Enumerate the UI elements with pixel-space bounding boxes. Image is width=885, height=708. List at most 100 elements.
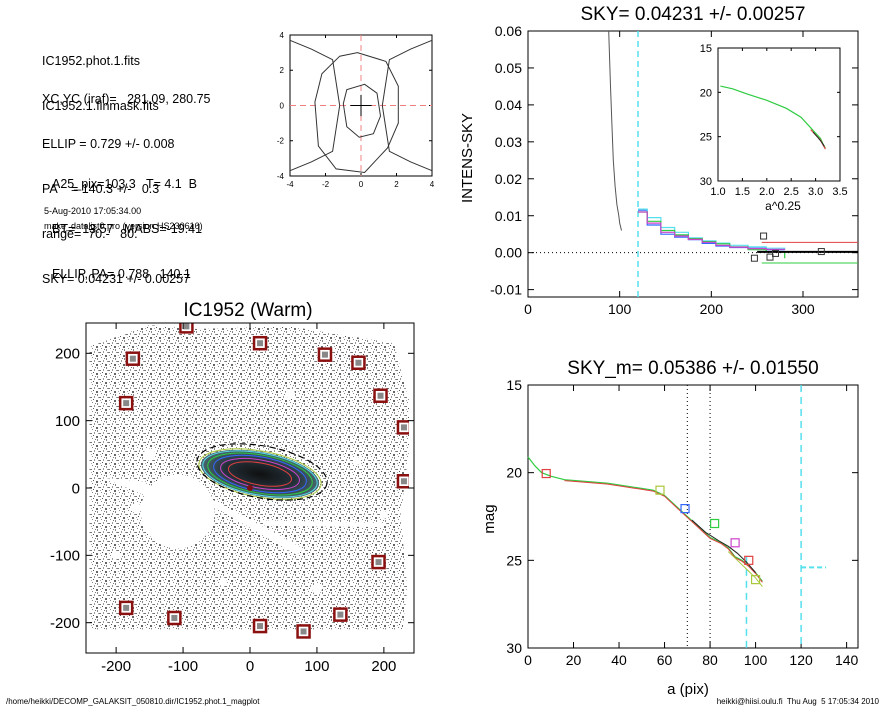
inset-x-tick-label: 1.0 xyxy=(710,186,725,198)
image-x-tick-label: 100 xyxy=(304,658,329,675)
sky-square-point xyxy=(817,248,825,256)
contour-y-tick-label: -4 xyxy=(277,172,285,181)
a25-pix: A25_pix=103.3 T= 4.1 B xyxy=(52,177,198,191)
inset-y-tick-label: 15 xyxy=(700,43,712,55)
galaxy-center xyxy=(247,485,253,491)
sky-square-point xyxy=(772,249,779,257)
timestamp: 5-Aug-2010 17:05:34.00 xyxy=(44,206,142,216)
marked-star-core xyxy=(257,623,264,630)
fit-parameters: XC,YC (iraf)= 281.09, 280.75 ELLIP = 0.7… xyxy=(42,62,211,302)
contour-x-tick-label: -4 xyxy=(286,180,294,189)
image-x-tick-label: -200 xyxy=(101,658,131,675)
mag-xlabel: a (pix) xyxy=(667,681,709,698)
marked-star-core xyxy=(171,614,178,621)
sky-y-tick-label: 0.00 xyxy=(495,245,522,261)
isophote-ellipse xyxy=(227,461,293,487)
marked-star-core xyxy=(355,359,362,366)
image-mask-spike xyxy=(102,477,163,501)
mag-x-tick-label: 120 xyxy=(789,652,813,668)
image-y-tick-label: -200 xyxy=(50,615,80,632)
mag-y-tick-label: 20 xyxy=(506,465,522,481)
mag-profile-green xyxy=(527,456,763,582)
marked-star-core xyxy=(400,424,407,431)
image-masked-star xyxy=(379,510,388,519)
footer-user: heikki@hiisi.oulu.fi Thu Aug 5 17:05:34 … xyxy=(716,697,879,706)
mag-y-tick-label: 30 xyxy=(506,640,522,656)
mag-x-tick-label: 80 xyxy=(702,652,718,668)
pa: PA = 140.3 +/- 0.3 xyxy=(42,182,160,196)
mag-x-tick-label: 60 xyxy=(657,652,673,668)
sky-square-point xyxy=(750,254,758,262)
isophote-ellipse xyxy=(220,457,300,491)
isophote-dashed-ellipse xyxy=(196,443,328,501)
marked-star-core xyxy=(321,351,328,358)
contour-y-tick-label: -2 xyxy=(277,137,285,146)
mag-y-tick-label: 25 xyxy=(506,552,522,568)
inset-x-tick-label: 1.5 xyxy=(735,186,750,198)
ellip: ELLIP = 0.729 +/- 0.008 xyxy=(42,137,175,151)
sky-frame xyxy=(527,30,859,298)
image-y-tick-label: 200 xyxy=(55,346,80,363)
image-masked-star xyxy=(353,457,362,466)
fits-file: IC1952.phot.1.fits xyxy=(42,54,140,68)
sky-ylabel: INTENS-SKY xyxy=(459,113,476,203)
sky-y-tick-label: 0.06 xyxy=(495,23,522,39)
inset-y-tick-label: 30 xyxy=(700,176,712,188)
inset-y-tick-label: 20 xyxy=(700,87,712,99)
program-version: make_datalist0.pro (version HS230610) xyxy=(44,221,203,231)
mag-profile-red xyxy=(564,480,763,583)
inset-x-tick-label: 2.0 xyxy=(759,186,774,198)
mag-square-point xyxy=(730,538,740,548)
mag-x-tick-label: 0 xyxy=(524,652,532,668)
sky-step-blue xyxy=(638,209,785,251)
inset-xlabel: a^0.25 xyxy=(765,199,801,213)
mag-x-tick-label: 100 xyxy=(744,652,768,668)
contour-y-tick-label: 0 xyxy=(280,101,285,110)
image-masked-star xyxy=(311,584,322,595)
sky-y-tick-label: -0.01 xyxy=(490,282,522,298)
marked-star-core xyxy=(375,559,382,566)
marked-star-core xyxy=(123,604,130,611)
footer-path: /home/heikki/DECOMP_GALAKSIT_050810.dir/… xyxy=(6,697,260,706)
isophote-ellipse xyxy=(207,452,313,496)
mag-profile-dark xyxy=(691,519,756,573)
contour-level-2 xyxy=(314,52,399,174)
mag-frame xyxy=(527,384,859,649)
sky-y-tick-label: 0.03 xyxy=(495,134,522,150)
sky-y-tick-label: 0.04 xyxy=(495,97,522,113)
sky-x-tick-label: 100 xyxy=(608,301,632,317)
inset-y-tick-label: 25 xyxy=(700,132,712,144)
contour-y-tick-label: 4 xyxy=(280,31,285,40)
sky-step-magenta xyxy=(638,211,786,250)
marked-star-core xyxy=(377,392,384,399)
image-masked-star xyxy=(140,474,215,549)
mag-square-point xyxy=(541,468,551,479)
mask-file: IC1952.1.finmask.fits xyxy=(42,99,159,113)
mag-square-point xyxy=(744,555,754,565)
inset-x-tick-label: 3.0 xyxy=(808,186,823,198)
sky: SKY= 0.04231 +/- 0.00257 xyxy=(42,272,191,286)
inset-profile-dark xyxy=(812,131,825,147)
isophote-ellipse xyxy=(198,448,322,500)
marked-star-core xyxy=(300,628,307,635)
contour-level-1 xyxy=(342,83,382,138)
contour-x-tick-label: 2 xyxy=(394,180,399,189)
inset-frame xyxy=(717,47,841,182)
mag-panel-title: SKY_m= 0.05386 +/- 0.01550 xyxy=(567,358,818,379)
image-mask-stripe xyxy=(89,629,409,638)
sky-square-point xyxy=(760,232,768,240)
sky-steep-profile xyxy=(608,30,622,231)
mag-square-point xyxy=(750,575,761,585)
mag-square-point xyxy=(680,504,690,514)
image-mask-spike xyxy=(209,498,304,556)
sky-panel-title: SKY= 0.04231 +/- 0.00257 xyxy=(580,4,805,25)
catalog-parameters: A25_pix=103.3 T= 4.1 B BT= 13.57 MABS=-1… xyxy=(52,147,202,297)
image-masked-star xyxy=(219,578,228,587)
sky-y-tick-label: 0.05 xyxy=(495,60,522,76)
sky-x-tick-label: 200 xyxy=(700,301,724,317)
mag-ylabel: mag xyxy=(481,504,498,533)
marked-star-core xyxy=(183,323,190,330)
mag-y-tick-label: 15 xyxy=(506,377,522,393)
sky-x-tick-label: 0 xyxy=(524,301,532,317)
